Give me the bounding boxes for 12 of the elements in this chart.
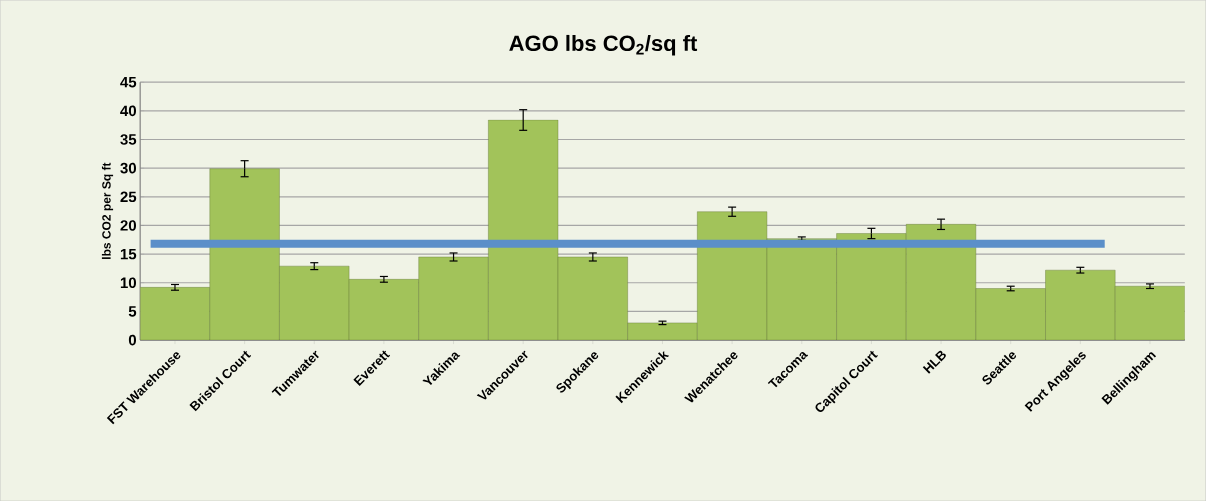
y-tick-label: 35: [120, 134, 137, 145]
y-tick-label: 0: [128, 334, 136, 346]
chart-title: AGO lbs CO$_{2}$/sq ft: [509, 34, 698, 56]
y-tick-label: 45: [120, 76, 137, 88]
y-tick-label: 20: [120, 220, 136, 231]
y-tick-label: 30: [120, 162, 136, 174]
y-axis-title: lbs CO2 per Sq ft: [101, 162, 114, 259]
y-tick-label: 25: [120, 191, 137, 202]
y-tick-label: 15: [120, 248, 137, 260]
y-tick-label: 5: [128, 306, 137, 317]
y-tick-label: 40: [120, 105, 136, 117]
y-tick-label: 10: [120, 277, 136, 288]
